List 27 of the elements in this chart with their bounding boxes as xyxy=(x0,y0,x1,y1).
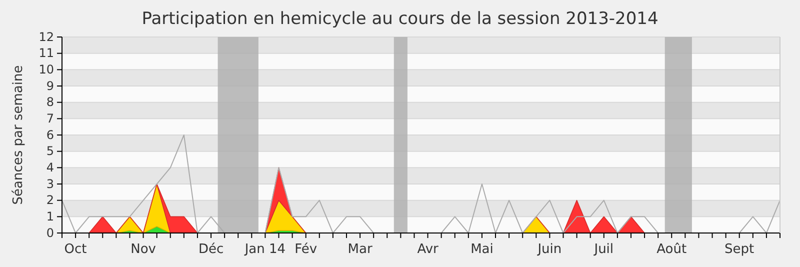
y-tick-label: 6 xyxy=(46,128,54,142)
y-tick-label: 8 xyxy=(46,95,54,110)
chart-title: Participation en hemicycle au cours de la session 2013-2014 xyxy=(142,9,658,29)
x-tick-label: Août xyxy=(656,242,687,257)
x-tick-label: Fév xyxy=(294,242,318,257)
y-tick-label: 4 xyxy=(46,160,54,175)
x-tick-label: Déc xyxy=(198,242,224,257)
x-tick-label: Jan 14 xyxy=(244,242,286,257)
y-tick-label: 11 xyxy=(38,46,54,60)
y-tick-label: 9 xyxy=(46,78,54,93)
x-tick-label: Mai xyxy=(470,242,494,257)
y-axis-title: Séances par semaine xyxy=(11,65,26,205)
y-tick-label: 7 xyxy=(46,112,54,126)
x-tick-label: Juin xyxy=(536,242,562,257)
y-tick-label: 5 xyxy=(46,144,54,158)
y-tick-label: 12 xyxy=(38,30,54,44)
x-tick-label: Oct xyxy=(64,242,87,257)
x-tick-label: Juil xyxy=(593,242,614,257)
x-tick-label: Mar xyxy=(348,242,373,257)
x-tick-label: Nov xyxy=(130,242,156,257)
x-tick-label: Sept xyxy=(724,242,754,257)
y-tick-label: 3 xyxy=(46,176,54,191)
y-tick-label: 2 xyxy=(46,193,54,208)
y-tick-label: 10 xyxy=(38,62,54,77)
y-tick-label: 0 xyxy=(46,226,54,240)
x-tick-label: Avr xyxy=(417,242,440,257)
y-tick-label: 1 xyxy=(46,210,54,224)
